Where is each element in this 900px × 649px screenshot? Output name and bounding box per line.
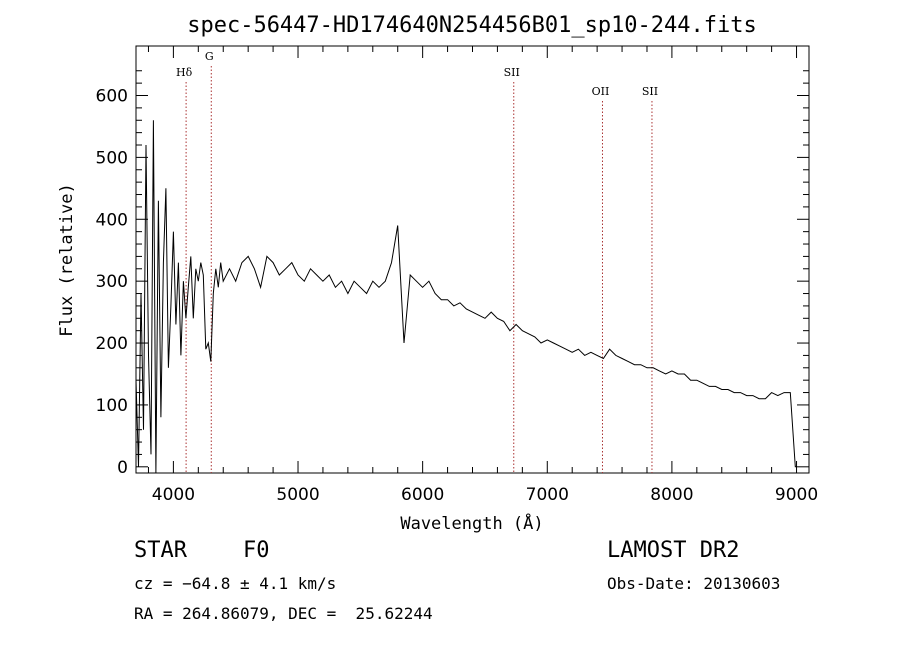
redshift-readout: cz = −64.8 ± 4.1 km/s [134,574,337,593]
y-tick-label: 100 [96,396,128,416]
line-marker-label: SII [504,66,520,79]
x-tick-label: 8000 [650,485,693,505]
x-tick-label: 5000 [276,485,319,505]
x-tick-label: 4000 [152,485,195,505]
y-tick-label: 0 [117,458,128,478]
spectrum-line [135,120,797,474]
x-tick-label: 6000 [401,485,444,505]
y-tick-label: 300 [96,272,128,292]
y-tick-label: 500 [96,148,128,168]
obs-date: Obs-Date: 20130603 [607,574,781,593]
object-class: STAR [134,538,187,563]
line-marker-label: OII [592,85,610,98]
coordinates: RA = 264.86079, DEC = 25.62244 [134,604,433,623]
line-marker-label: Hδ [176,66,193,79]
y-tick-label: 600 [96,87,128,107]
line-markers: Hδ G SII OII SII [176,50,658,473]
y-tick-label: 200 [96,334,128,354]
x-tick-label: 9000 [775,485,818,505]
line-marker-label: SII [642,85,658,98]
x-axis-label: Wavelength (Å) [400,512,543,534]
y-tick-label: 400 [96,210,128,230]
object-subclass: F0 [243,538,270,563]
y-axis-label: Flux (relative) [57,183,77,337]
x-axis: 4000 5000 6000 7000 8000 9000 [147,46,818,505]
plot-frame [135,45,810,474]
line-marker-label: G [205,50,214,63]
x-tick-label: 7000 [526,485,569,505]
chart-title: spec-56447-HD174640N254456B01_sp10-244.f… [187,13,757,38]
survey-name: LAMOST DR2 [607,538,740,563]
y-axis: 0 100 200 300 400 500 600 [96,70,809,478]
